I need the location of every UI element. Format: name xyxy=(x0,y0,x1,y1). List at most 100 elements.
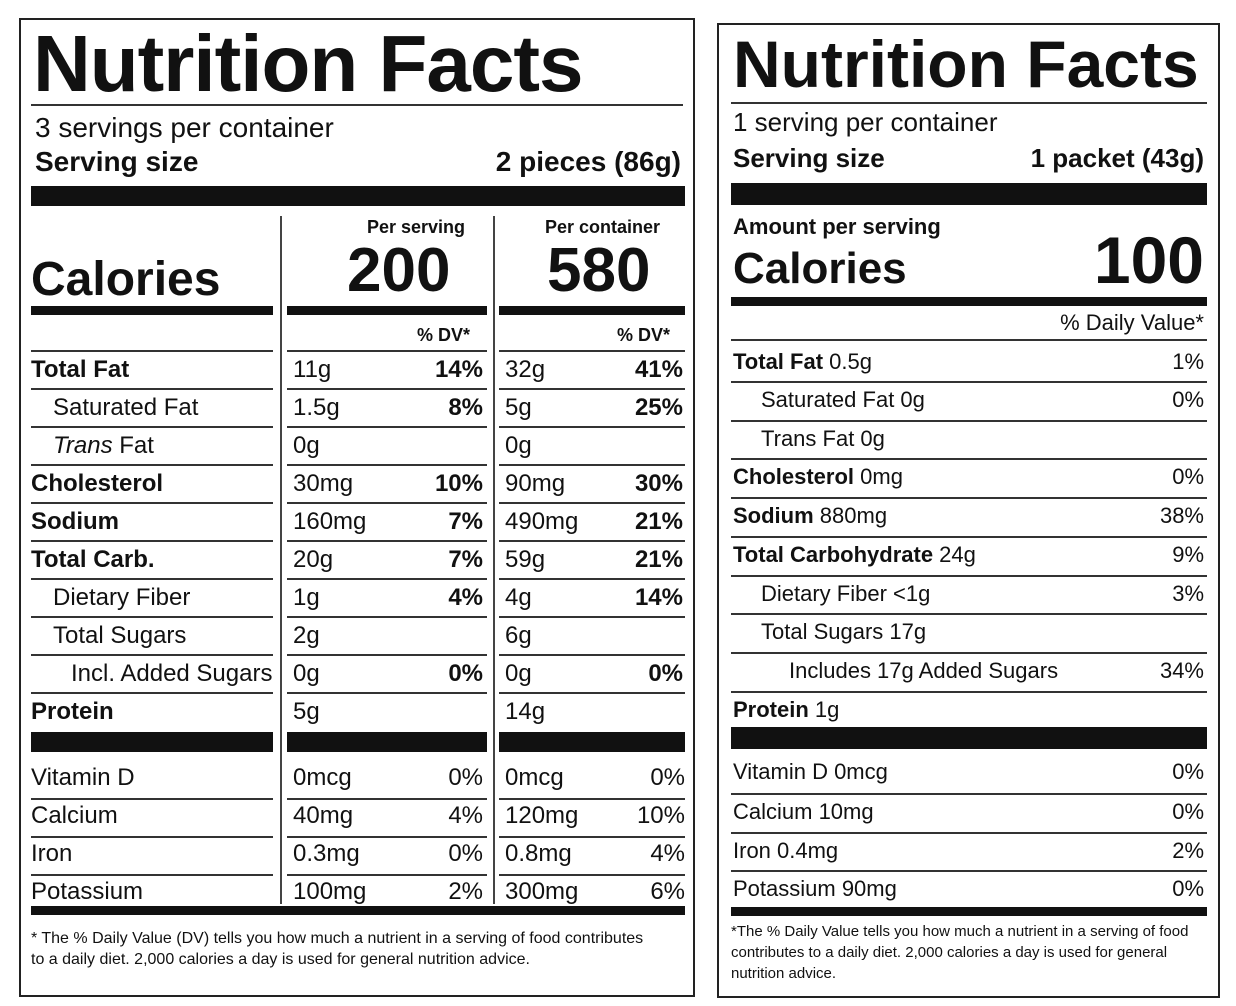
label-title: Nutrition Facts xyxy=(33,19,583,108)
nutrient-name: Dietary Fiber <1g xyxy=(761,583,930,605)
per-container-amount: 90mg xyxy=(505,470,566,497)
per-container-dv: 6% xyxy=(650,878,685,905)
per-container-amount: 0mcg xyxy=(505,764,564,791)
row-rule xyxy=(499,388,685,390)
row-rule xyxy=(499,874,685,876)
per-serving-dv: 2% xyxy=(448,878,483,905)
row-rule xyxy=(31,578,273,580)
per-serving-amount: 5g xyxy=(293,698,320,725)
row-rule xyxy=(31,350,273,352)
row-rule xyxy=(31,426,273,428)
nutrient-name-text: Sodium xyxy=(733,503,814,528)
per-serving-amount: 30mg xyxy=(293,470,354,497)
per-serving-dv: 7% xyxy=(448,546,483,573)
per-container-dv: 0% xyxy=(650,764,685,791)
daily-value: 34% xyxy=(1159,658,1204,683)
row-rule xyxy=(731,497,1207,499)
row-rule xyxy=(287,350,487,352)
per-serving-amount: 11g xyxy=(293,356,332,383)
per-container-dv: 30% xyxy=(634,470,683,497)
daily-value: 0% xyxy=(1172,799,1204,824)
nutrient-name-text: Dietary Fiber <1g xyxy=(761,581,931,606)
per-serving-dv: 7% xyxy=(448,508,483,535)
row-rule xyxy=(287,540,487,542)
row-rule xyxy=(731,381,1207,383)
row-rule xyxy=(287,388,487,390)
row-rule xyxy=(499,426,685,428)
row-rule xyxy=(731,613,1207,615)
nutrient-name: Total Fat xyxy=(31,356,130,383)
per-serving-amount: 0g xyxy=(293,432,320,459)
row-rule xyxy=(499,578,685,580)
per-serving-amount: 100mg xyxy=(293,878,367,905)
nutrition-label-single: Nutrition Facts 1 serving per container … xyxy=(717,23,1220,998)
per-container-dv: 14% xyxy=(634,584,683,611)
amount-per-serving: Amount per serving xyxy=(733,214,941,239)
nutrient-name: Saturated Fat 0g xyxy=(761,389,925,411)
per-serving-dv: 0% xyxy=(448,660,483,687)
daily-value: 38% xyxy=(1159,503,1204,528)
per-serving-dv: 0% xyxy=(448,764,483,791)
daily-value: 1% xyxy=(1172,349,1204,374)
nutrient-name-text: Total Fat xyxy=(733,349,824,374)
footnote-bar xyxy=(731,907,1207,916)
row-rule xyxy=(287,836,487,838)
daily-value: 0% xyxy=(1172,387,1204,412)
row-rule xyxy=(731,575,1207,577)
calories-per-serving: 200 xyxy=(347,236,451,305)
per-container-dv: 21% xyxy=(634,546,683,573)
nutrient-amount: 880mg xyxy=(813,503,888,528)
vitamin-name: Potassium 90mg xyxy=(733,876,897,901)
row-rule xyxy=(499,836,685,838)
nutrient-name: Trans Fat 0g xyxy=(761,428,885,450)
per-serving-amount: 0mcg xyxy=(293,764,352,791)
nutrient-name: Total Carb. xyxy=(31,546,155,573)
calories-label: Calories xyxy=(733,244,907,293)
vitamin-separator xyxy=(31,732,273,752)
column-divider xyxy=(493,216,495,904)
nutrient-name-text: Cholesterol xyxy=(733,464,855,489)
per-container-dv: 0% xyxy=(648,660,683,687)
per-serving-amount: 20g xyxy=(293,546,334,573)
row-rule xyxy=(731,652,1207,654)
nutrient-name-text: Includes 17g Added Sugars xyxy=(789,658,1059,683)
title-rule xyxy=(31,104,683,106)
per-container-dv: 21% xyxy=(634,508,683,535)
nutrient-amount: 0mg xyxy=(854,464,903,489)
calories-bar xyxy=(31,306,273,315)
nutrient-name-text: Total Sugars 17g xyxy=(761,619,927,644)
vitamin-separator xyxy=(731,727,1207,749)
per-serving-amount: 0.3mg xyxy=(293,840,360,867)
per-serving-dv: 8% xyxy=(448,394,483,421)
per-container-amount: 0.8mg xyxy=(505,840,572,867)
row-rule xyxy=(287,654,487,656)
per-serving-dv: 0% xyxy=(448,840,483,867)
thick-divider xyxy=(731,183,1207,205)
calories-bar xyxy=(499,306,685,315)
per-container-amount: 14g xyxy=(505,698,546,725)
per-serving-dv: 10% xyxy=(434,470,483,497)
per-serving-header: Per serving xyxy=(367,217,466,237)
nutrient-name: Total Fat 0.5g xyxy=(733,351,872,373)
calories-bar xyxy=(287,306,487,315)
dv-header: % Daily Value* xyxy=(1060,310,1204,335)
nutrient-name-text: Trans Fat 0g xyxy=(761,426,885,451)
nutrient-name: Protein xyxy=(31,698,114,725)
per-container-amount: 120mg xyxy=(505,802,579,829)
per-container-amount: 59g xyxy=(505,546,546,573)
nutrient-name-text: Saturated Fat 0g xyxy=(761,387,925,412)
per-serving-amount: 2g xyxy=(293,622,320,649)
row-rule xyxy=(287,502,487,504)
row-rule xyxy=(499,350,685,352)
nutrient-name: Sodium 880mg xyxy=(733,505,887,527)
nutrient-name: Cholesterol 0mg xyxy=(733,466,903,488)
per-serving-amount: 40mg xyxy=(293,802,354,829)
nutrient-name-rest: Fat xyxy=(112,432,154,459)
thick-divider xyxy=(31,186,685,206)
nutrition-label-dual-column: Nutrition Facts 3 servings per container… xyxy=(19,18,695,997)
serving-size-label: Serving size xyxy=(35,146,199,177)
calories-label: Calories xyxy=(31,253,221,306)
nutrient-name: Includes 17g Added Sugars xyxy=(789,660,1058,682)
row-rule xyxy=(499,502,685,504)
row-rule xyxy=(287,426,487,428)
